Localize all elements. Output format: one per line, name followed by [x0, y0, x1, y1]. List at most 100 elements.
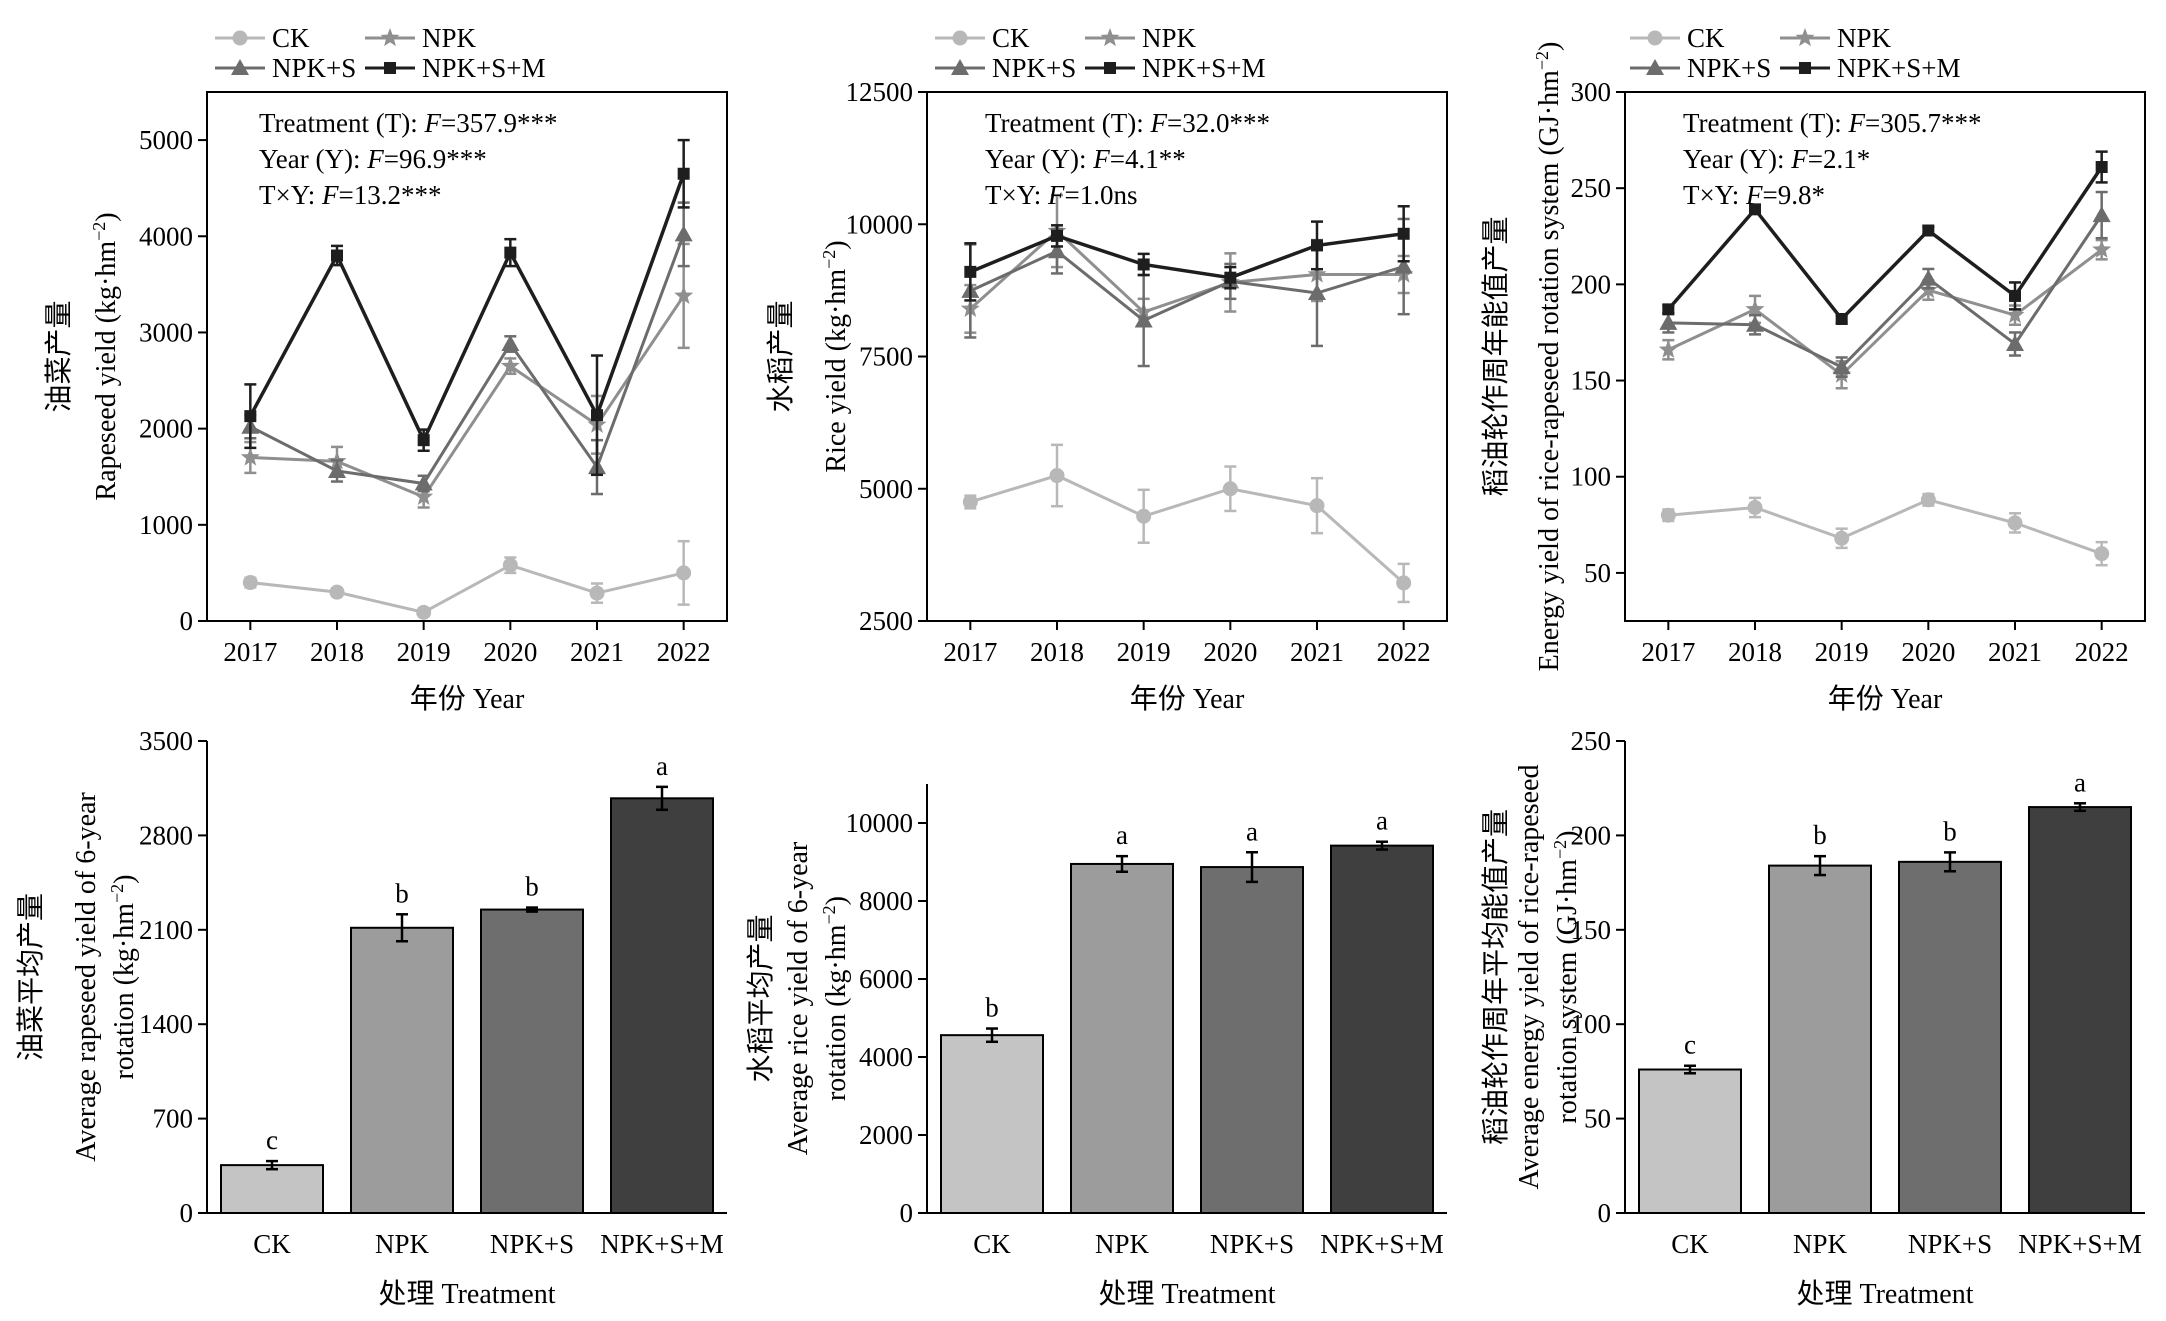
y-tick-label: 0 [180, 1198, 194, 1228]
bar-group-npk: b NPK [350, 878, 454, 1259]
line-chart-2: 2500 5000 7500 10000 12500 水稻产量 Rice yield (kg… [765, 23, 1448, 715]
series-line [1668, 214, 2103, 369]
legend-marker [232, 30, 248, 46]
series-line [250, 563, 685, 614]
series-line [248, 173, 686, 445]
data-point [1659, 313, 1678, 330]
data-point [240, 447, 260, 466]
data-point [1308, 284, 1326, 301]
data-point [1920, 492, 1936, 508]
data-point [417, 434, 430, 447]
data-point [677, 167, 690, 180]
series-line [969, 249, 1405, 323]
legend-label: NPK+S+M [422, 53, 546, 83]
bar-group-npk-plus-s: b NPK+S [480, 872, 584, 1259]
bar [1638, 1068, 1742, 1214]
significance-letter: a [2074, 767, 2086, 797]
legend-item-npks: NPK+S [935, 53, 1076, 83]
x-tick-label: 2022 [2075, 637, 2129, 667]
bar [1200, 866, 1304, 1214]
y-axis-title-cn: 油菜产量 [43, 300, 75, 412]
stat-line-3: T×Y: F=1.0ns [985, 180, 1137, 210]
bar-group-npk: a NPK [1070, 820, 1174, 1259]
x-tick-label: 2020 [1203, 637, 1257, 667]
data-point [1919, 269, 1938, 286]
legend-label: NPK+S [1687, 53, 1771, 83]
legend-item-npksm: NPK+S+M [1780, 53, 1961, 83]
series-npk-plus-s [1659, 190, 2111, 378]
x-tick-label: CK [1671, 1229, 1709, 1259]
legend-label: NPK [1837, 23, 1892, 53]
legend-marker [1799, 62, 1811, 74]
legend: CK NPK NPK+S NPK+S+M [215, 23, 546, 83]
y-axis-title-cn: 油菜平均产量 [15, 893, 47, 1061]
x-tick-label: 2018 [1728, 637, 1782, 667]
data-point [1309, 498, 1325, 514]
series-line [969, 473, 1405, 585]
data-point [1834, 530, 1850, 546]
y-axis-title-cn: 稻油轮作周年能值产量 [1480, 216, 1512, 496]
y-tick-label: 12500 [846, 77, 914, 107]
x-axis-title: 处理 Treatment [1098, 1278, 1275, 1310]
x-tick-label: 2020 [483, 637, 537, 667]
y-tick-label: 8000 [859, 886, 913, 916]
bar [610, 797, 714, 1214]
stat-line-2: Year (Y): F=96.9*** [259, 144, 487, 174]
bar [1070, 862, 1174, 1214]
data-point [2005, 305, 2025, 324]
y-tick-label: 4000 [139, 221, 193, 251]
data-point [674, 285, 694, 304]
series-npk [240, 242, 694, 509]
x-tick-label: 2022 [657, 637, 711, 667]
y-tick-label: 200 [1571, 269, 1612, 299]
data-point [2095, 161, 2108, 174]
data-point [1137, 258, 1150, 271]
series-npk-plus-s-plus-m [1662, 150, 2108, 325]
legend-label: CK [992, 23, 1030, 53]
line-chart-1: 0 1000 2000 3000 4000 5000 油菜产量 Rapeseed yield … [43, 23, 728, 715]
data-point [500, 356, 520, 375]
bar [220, 1164, 324, 1215]
legend-marker [231, 59, 249, 75]
x-tick-label: NPK+S [1210, 1229, 1294, 1259]
data-point [674, 225, 693, 242]
series-ck [1660, 492, 2110, 567]
y-tick-label: 3000 [139, 317, 193, 347]
x-tick-label: 2017 [1641, 637, 1695, 667]
bar-group-npk-plus-s-plus-m: a NPK+S+M [2018, 767, 2142, 1259]
y-tick-label: 100 [1571, 462, 1612, 492]
significance-letter: a [656, 751, 668, 781]
y-tick-label: 3500 [139, 726, 193, 756]
significance-letter: a [1116, 820, 1128, 850]
data-point [329, 584, 345, 600]
data-point [1397, 227, 1410, 240]
y-tick-label: 7500 [859, 342, 913, 372]
bar-chart-6: 0 50 100 150 200 250 稻油轮作周年平均能值产量 Average energ… [1480, 726, 2145, 1310]
stat-line-1: Treatment (T): F=357.9*** [259, 108, 557, 138]
data-point [1922, 224, 1935, 237]
stat-line-2: Year (Y): F=4.1** [985, 144, 1186, 174]
y-tick-label: 2500 [859, 606, 913, 636]
bar [350, 926, 454, 1215]
legend-label: NPK [1142, 23, 1197, 53]
y-axis-title-en-1: Average energy yield of rice-rapeseed [1514, 765, 1545, 1190]
data-point [2094, 546, 2110, 562]
series-line [250, 295, 685, 499]
x-tick-label: 2017 [943, 637, 997, 667]
data-point [1224, 271, 1237, 284]
stat-line-3: T×Y: F=13.2*** [259, 180, 441, 210]
bar [480, 908, 584, 1214]
x-tick-label: CK [973, 1229, 1011, 1259]
legend-marker [384, 62, 396, 74]
y-tick-label: 2000 [139, 414, 193, 444]
y-tick-label: 6000 [859, 964, 913, 994]
series-npk [1658, 238, 2112, 390]
legend-label: NPK+S [992, 53, 1076, 83]
y-tick-label: 50 [1584, 1104, 1611, 1134]
data-point [1048, 242, 1066, 259]
y-tick-label: 250 [1571, 173, 1612, 203]
series-line [1668, 498, 2103, 556]
bar-group-npk: b NPK [1768, 820, 1872, 1259]
x-tick-label: NPK+S+M [2018, 1229, 2142, 1259]
